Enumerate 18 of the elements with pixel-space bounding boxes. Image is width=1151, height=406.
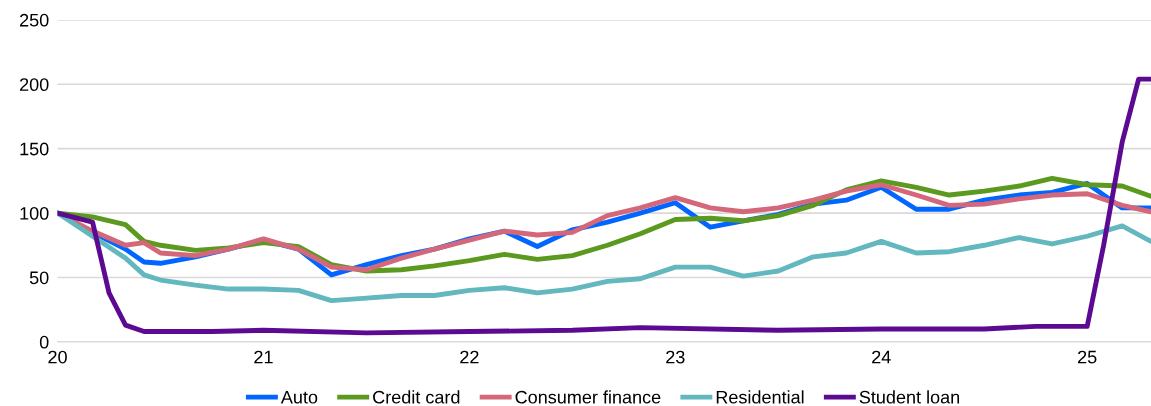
y-tick-label: 200 bbox=[20, 78, 49, 92]
y-tick-label: 100 bbox=[20, 207, 49, 220]
y-tick-label: 0 bbox=[39, 335, 49, 349]
x-tick-label: 20 bbox=[48, 350, 67, 364]
legend-label: Auto bbox=[280, 390, 318, 404]
x-tick-label: 21 bbox=[254, 350, 273, 364]
legend-label: Credit card bbox=[373, 390, 460, 404]
x-tick-label: 22 bbox=[460, 350, 479, 364]
x-tick-label: 23 bbox=[666, 350, 685, 364]
y-tick-label: 250 bbox=[20, 13, 49, 27]
legend-label: Consumer finance bbox=[515, 390, 661, 404]
legend-label: Student loan bbox=[859, 390, 960, 404]
y-tick-label: 50 bbox=[29, 271, 49, 285]
x-tick-label: 24 bbox=[872, 350, 891, 364]
y-tick-label: 150 bbox=[20, 142, 49, 156]
legend-label: Residential bbox=[716, 390, 804, 404]
x-tick-label: 25 bbox=[1078, 350, 1097, 364]
line-series bbox=[57, 76, 1151, 336]
